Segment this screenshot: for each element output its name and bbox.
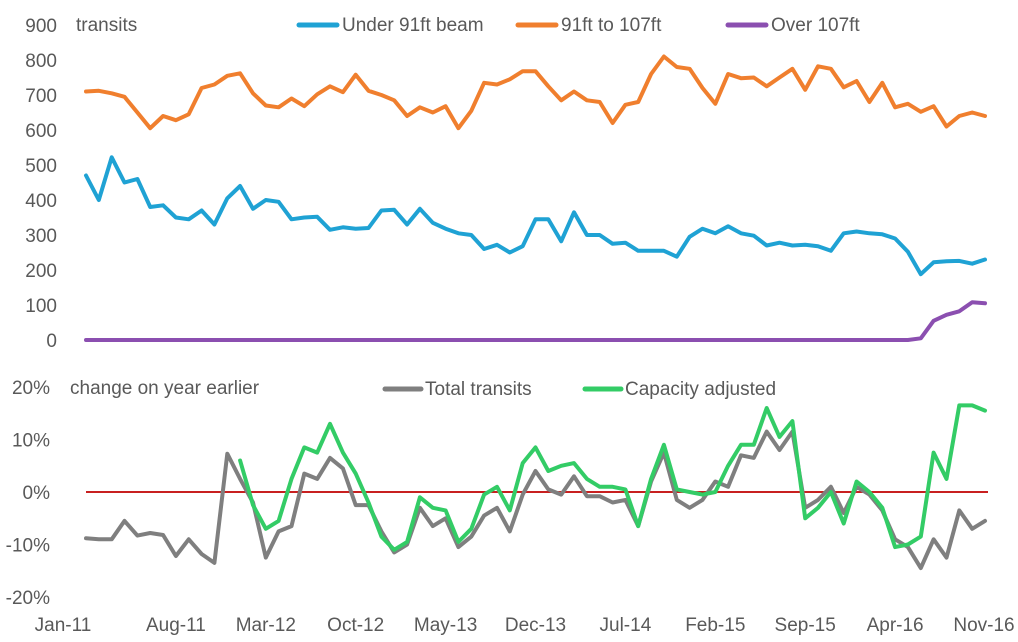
x-tick-label: Dec-13 [505,615,566,636]
top-ytick-label: 300 [25,226,57,247]
series-line-capacity-adjusted [238,403,987,552]
x-tick-label: Jul-14 [600,615,652,636]
legend-label-capacity-adjusted: Capacity adjusted [625,379,776,400]
top-ytick-label: 600 [25,121,57,142]
top-y-axis: 0 100 200 300 400 500 600 700 800 900 [25,16,57,352]
top-ylabel: transits [76,15,137,36]
bottom-ylabel: change on year earlier [70,378,260,399]
x-tick-label: Apr-16 [867,615,924,636]
legend-label-over-107ft: Over 107ft [771,15,860,36]
series-line-91ft-to-107ft [84,54,987,131]
top-ytick-label: 0 [46,331,57,352]
top-ytick-label: 500 [25,156,57,177]
series-line-under-91ft-beam [84,155,987,277]
bottom-legend: Total transits Capacity adjusted [382,379,776,400]
bottom-ytick-label: -10% [6,536,50,557]
x-tick-label: Nov-16 [953,615,1014,636]
top-ytick-label: 900 [25,16,57,37]
top-ytick-label: 200 [25,261,57,282]
top-series-lines [84,54,987,342]
bottom-ytick-label: -20% [6,588,50,609]
top-legend: Under 91ft beam 91ft to 107ft Over 107ft [296,15,860,36]
top-ytick-label: 800 [25,51,57,72]
legend-label-under-91ft: Under 91ft beam [342,15,484,36]
bottom-series-lines [84,403,987,571]
top-panel: transits 0 100 200 300 400 500 600 700 800 900 Un… [25,15,987,352]
x-tick-label: May-13 [414,615,477,636]
legend-label-total-transits: Total transits [425,379,532,400]
x-tick-label: Sep-15 [775,615,836,636]
x-tick-label: Oct-12 [327,615,384,636]
series-line-total-transits [84,429,987,571]
bottom-y-axis: 20% 10% 0% -10% -20% [6,378,50,609]
x-tick-label: Mar-12 [236,615,296,636]
x-axis: Jan-11 Aug-11 Mar-12 Oct-12 May-13 Dec-13 Jul-… [35,615,1015,636]
bottom-ytick-label: 20% [12,378,50,399]
legend-label-91-to-107ft: 91ft to 107ft [561,15,662,36]
bottom-panel: change on year earlier 20%10%0%-10%-20% … [6,378,1015,636]
top-ytick-label: 700 [25,86,57,107]
x-tick-label: Jan-11 [35,615,92,636]
top-ytick-label: 400 [25,191,57,212]
bottom-ytick-label: 0% [23,483,51,504]
x-tick-label: Feb-15 [685,615,745,636]
x-tick-label: Aug-11 [146,615,206,636]
top-ytick-label: 100 [25,296,57,317]
series-line-over-107ft [84,300,987,342]
bottom-ytick-label: 10% [12,431,50,452]
